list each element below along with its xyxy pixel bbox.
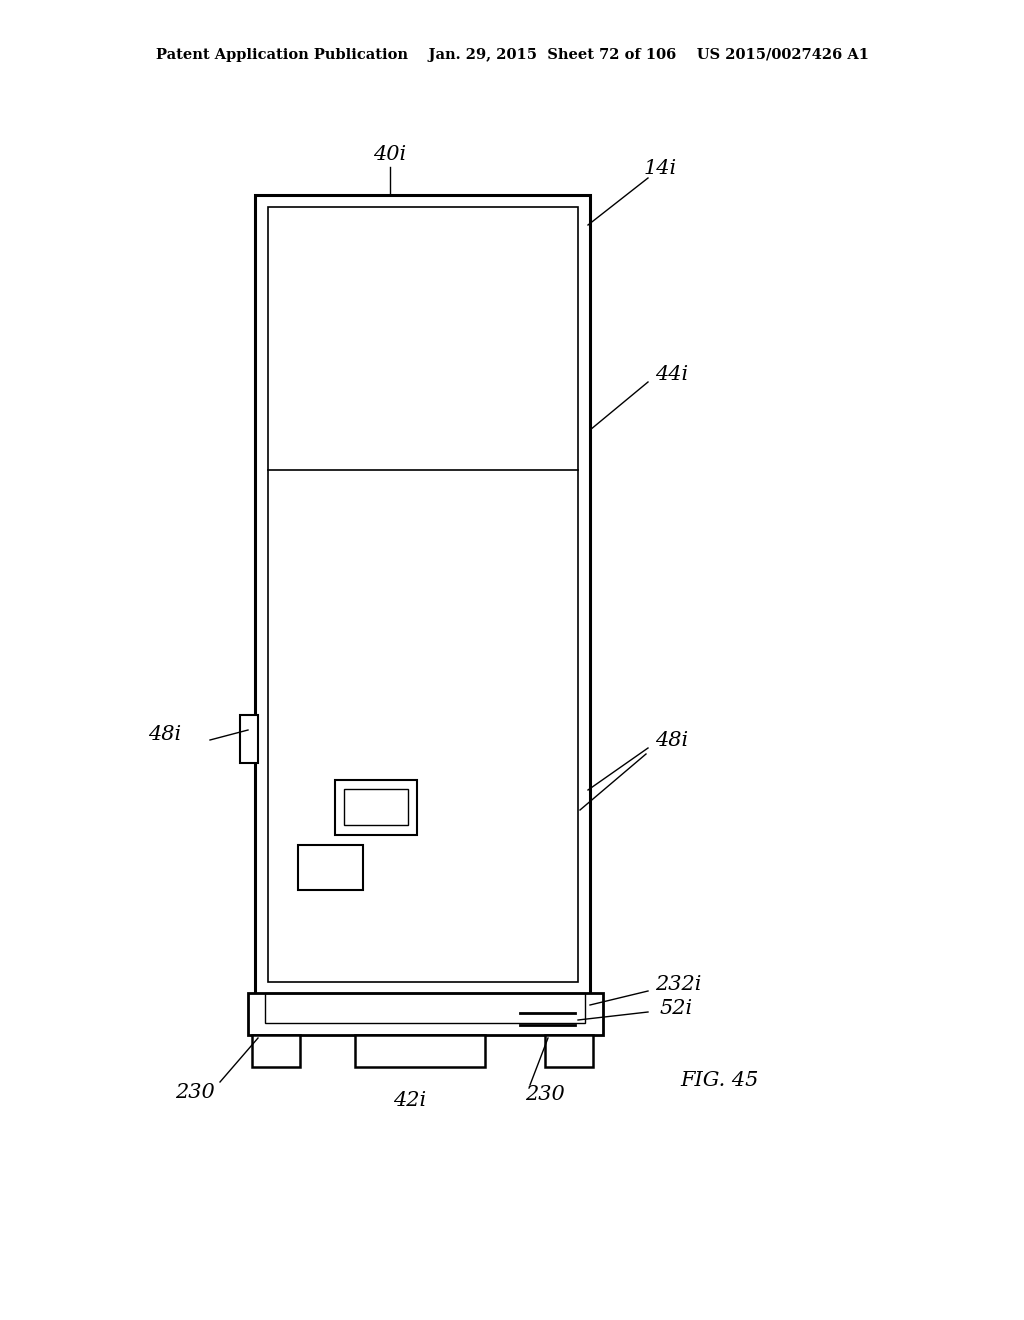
Bar [240, 715, 258, 763]
Bar [298, 845, 362, 890]
Text: FIG. 45: FIG. 45 [680, 1071, 759, 1089]
Text: 52i: 52i [660, 998, 693, 1018]
Text: 48i: 48i [655, 730, 688, 750]
Text: Patent Application Publication    Jan. 29, 2015  Sheet 72 of 106    US 2015/0027: Patent Application Publication Jan. 29, … [156, 49, 868, 62]
Text: 232i: 232i [655, 975, 701, 994]
Bar [355, 1035, 485, 1067]
Text: 230: 230 [525, 1085, 565, 1105]
Bar [335, 780, 417, 836]
Bar [252, 1035, 300, 1067]
Text: 44i: 44i [655, 366, 688, 384]
Bar [248, 993, 603, 1035]
Bar [265, 993, 585, 1023]
Bar [545, 1035, 593, 1067]
Bar [344, 789, 408, 825]
Text: 230: 230 [175, 1082, 215, 1101]
Text: 40i: 40i [374, 145, 407, 165]
Bar [268, 207, 578, 982]
Bar [255, 195, 590, 995]
Text: 14i: 14i [643, 158, 677, 177]
Text: 42i: 42i [393, 1090, 427, 1110]
Text: 48i: 48i [148, 726, 181, 744]
